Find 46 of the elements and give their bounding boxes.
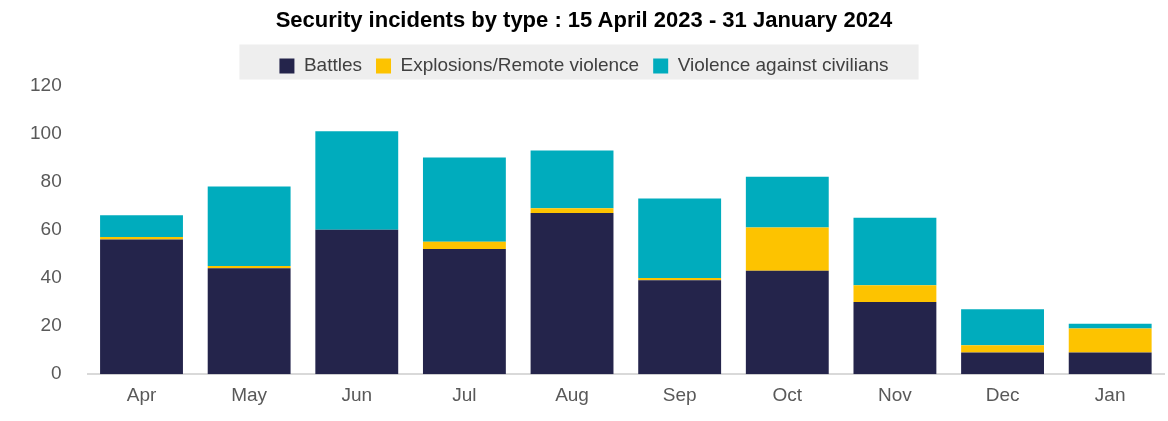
y-tick-label: 20 — [40, 314, 62, 336]
x-tick-label: Aug — [555, 383, 589, 405]
x-tick-label: Dec — [985, 383, 1020, 405]
y-tick-label: 120 — [30, 73, 62, 95]
y-tick-label: 100 — [30, 121, 62, 143]
x-tick-label: Jun — [341, 383, 373, 405]
bar — [638, 280, 722, 375]
bar — [315, 229, 399, 375]
bar — [530, 208, 614, 213]
bar — [207, 186, 291, 266]
bar — [207, 268, 291, 375]
bar — [422, 249, 506, 375]
legend-label: Explosions/Remote violence — [400, 54, 640, 76]
x-tick-label: Sep — [662, 383, 697, 405]
bar — [745, 227, 829, 271]
y-tick-label: 0 — [51, 362, 62, 384]
bar — [961, 352, 1044, 375]
bar — [530, 150, 614, 209]
bar — [961, 345, 1044, 353]
bar — [100, 239, 183, 375]
bar — [853, 285, 937, 302]
x-tick-label: Jan — [1094, 383, 1126, 405]
bar — [638, 198, 722, 278]
bar — [853, 217, 937, 286]
y-tick-label: 40 — [40, 266, 62, 288]
bar — [961, 309, 1044, 346]
x-tick-label: May — [231, 383, 268, 405]
bar — [745, 270, 829, 375]
bar — [745, 176, 829, 228]
chart-title: Security incidents by type : 15 April 2023 - 31 January 2024 — [275, 7, 894, 33]
bar — [315, 131, 399, 230]
legend-label: Battles — [303, 54, 363, 76]
bar — [853, 302, 937, 375]
y-tick-label: 60 — [40, 218, 62, 240]
bar — [422, 241, 506, 250]
legend-label: Violence against civilians — [677, 54, 889, 76]
bar — [530, 212, 614, 375]
bar — [1068, 328, 1152, 353]
x-tick-label: Oct — [772, 383, 803, 405]
bar — [1068, 352, 1152, 375]
y-tick-label: 80 — [40, 169, 62, 191]
x-tick-label: Jul — [452, 383, 477, 405]
bar — [422, 157, 506, 242]
bar — [100, 215, 183, 238]
x-tick-label: Nov — [878, 383, 913, 405]
x-tick-label: Apr — [126, 383, 157, 405]
